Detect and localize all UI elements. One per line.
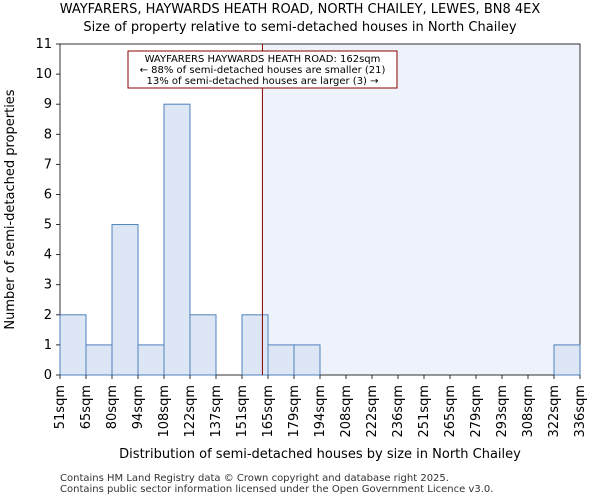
histogram-bar bbox=[267, 344, 295, 376]
histogram-bar bbox=[241, 314, 269, 376]
y-tick-label: 3 bbox=[44, 278, 52, 293]
annotation-line-2: ← 88% of semi-detached houses are smalle… bbox=[140, 65, 386, 76]
annotation-line-3: 13% of semi-detached houses are larger (… bbox=[146, 76, 378, 87]
y-tick-label: 9 bbox=[44, 97, 52, 112]
annotation-box bbox=[127, 50, 398, 89]
y-tick-label: 5 bbox=[44, 218, 52, 233]
annotation-line-1: WAYFARERS HAYWARDS HEATH ROAD: 162sqm bbox=[145, 54, 381, 65]
footer-line-2: Contains public sector information licen… bbox=[60, 484, 494, 495]
y-tick-label: 8 bbox=[44, 127, 52, 142]
x-tick-label: 80sqm bbox=[105, 385, 120, 429]
y-axis-label: Number of semi-detached properties bbox=[3, 89, 18, 329]
chart-title: WAYFARERS, HAYWARDS HEATH ROAD, NORTH CH… bbox=[59, 2, 541, 17]
x-tick-label: 293sqm bbox=[495, 385, 510, 438]
x-tick-label: 165sqm bbox=[261, 385, 276, 438]
x-tick-label: 208sqm bbox=[339, 385, 354, 438]
histogram-bar bbox=[163, 103, 191, 376]
x-tick-label: 222sqm bbox=[365, 385, 380, 438]
x-tick-label: 151sqm bbox=[235, 385, 250, 438]
x-tick-label: 236sqm bbox=[391, 385, 406, 438]
x-tick-label: 336sqm bbox=[573, 385, 588, 438]
x-tick-label: 265sqm bbox=[443, 385, 458, 438]
histogram-bar bbox=[293, 344, 321, 376]
histogram-bar bbox=[137, 344, 165, 376]
y-tick-label: 10 bbox=[35, 67, 52, 82]
y-tick-label: 1 bbox=[44, 338, 52, 353]
x-tick-label: 279sqm bbox=[469, 385, 484, 438]
y-tick-label: 11 bbox=[35, 37, 52, 52]
histogram-bar bbox=[59, 314, 87, 376]
x-tick-label: 94sqm bbox=[131, 385, 146, 429]
y-tick-label: 2 bbox=[44, 308, 52, 323]
y-tick-label: 0 bbox=[44, 368, 52, 383]
histogram-bar bbox=[85, 344, 113, 376]
histogram-bar bbox=[553, 344, 581, 376]
x-tick-label: 308sqm bbox=[521, 385, 536, 438]
x-tick-label: 194sqm bbox=[313, 385, 328, 438]
x-tick-label: 322sqm bbox=[547, 385, 562, 438]
footer-line-1: Contains HM Land Registry data © Crown c… bbox=[60, 473, 449, 484]
x-tick-label: 65sqm bbox=[79, 385, 94, 429]
y-tick-label: 4 bbox=[44, 248, 52, 263]
x-tick-label: 137sqm bbox=[209, 385, 224, 438]
x-tick-label: 179sqm bbox=[287, 385, 302, 438]
histogram-bar bbox=[111, 224, 139, 376]
y-tick-label: 7 bbox=[44, 157, 52, 172]
histogram-bar bbox=[189, 314, 217, 376]
larger-region-shade bbox=[262, 44, 580, 375]
x-tick-label: 122sqm bbox=[183, 385, 198, 438]
y-tick-label: 6 bbox=[44, 187, 52, 202]
x-tick-label: 108sqm bbox=[157, 385, 172, 438]
x-tick-label: 51sqm bbox=[53, 385, 68, 429]
x-tick-label: 251sqm bbox=[417, 385, 432, 438]
x-axis-label: Distribution of semi-detached houses by … bbox=[119, 447, 521, 462]
chart-subtitle: Size of property relative to semi-detach… bbox=[83, 20, 517, 35]
